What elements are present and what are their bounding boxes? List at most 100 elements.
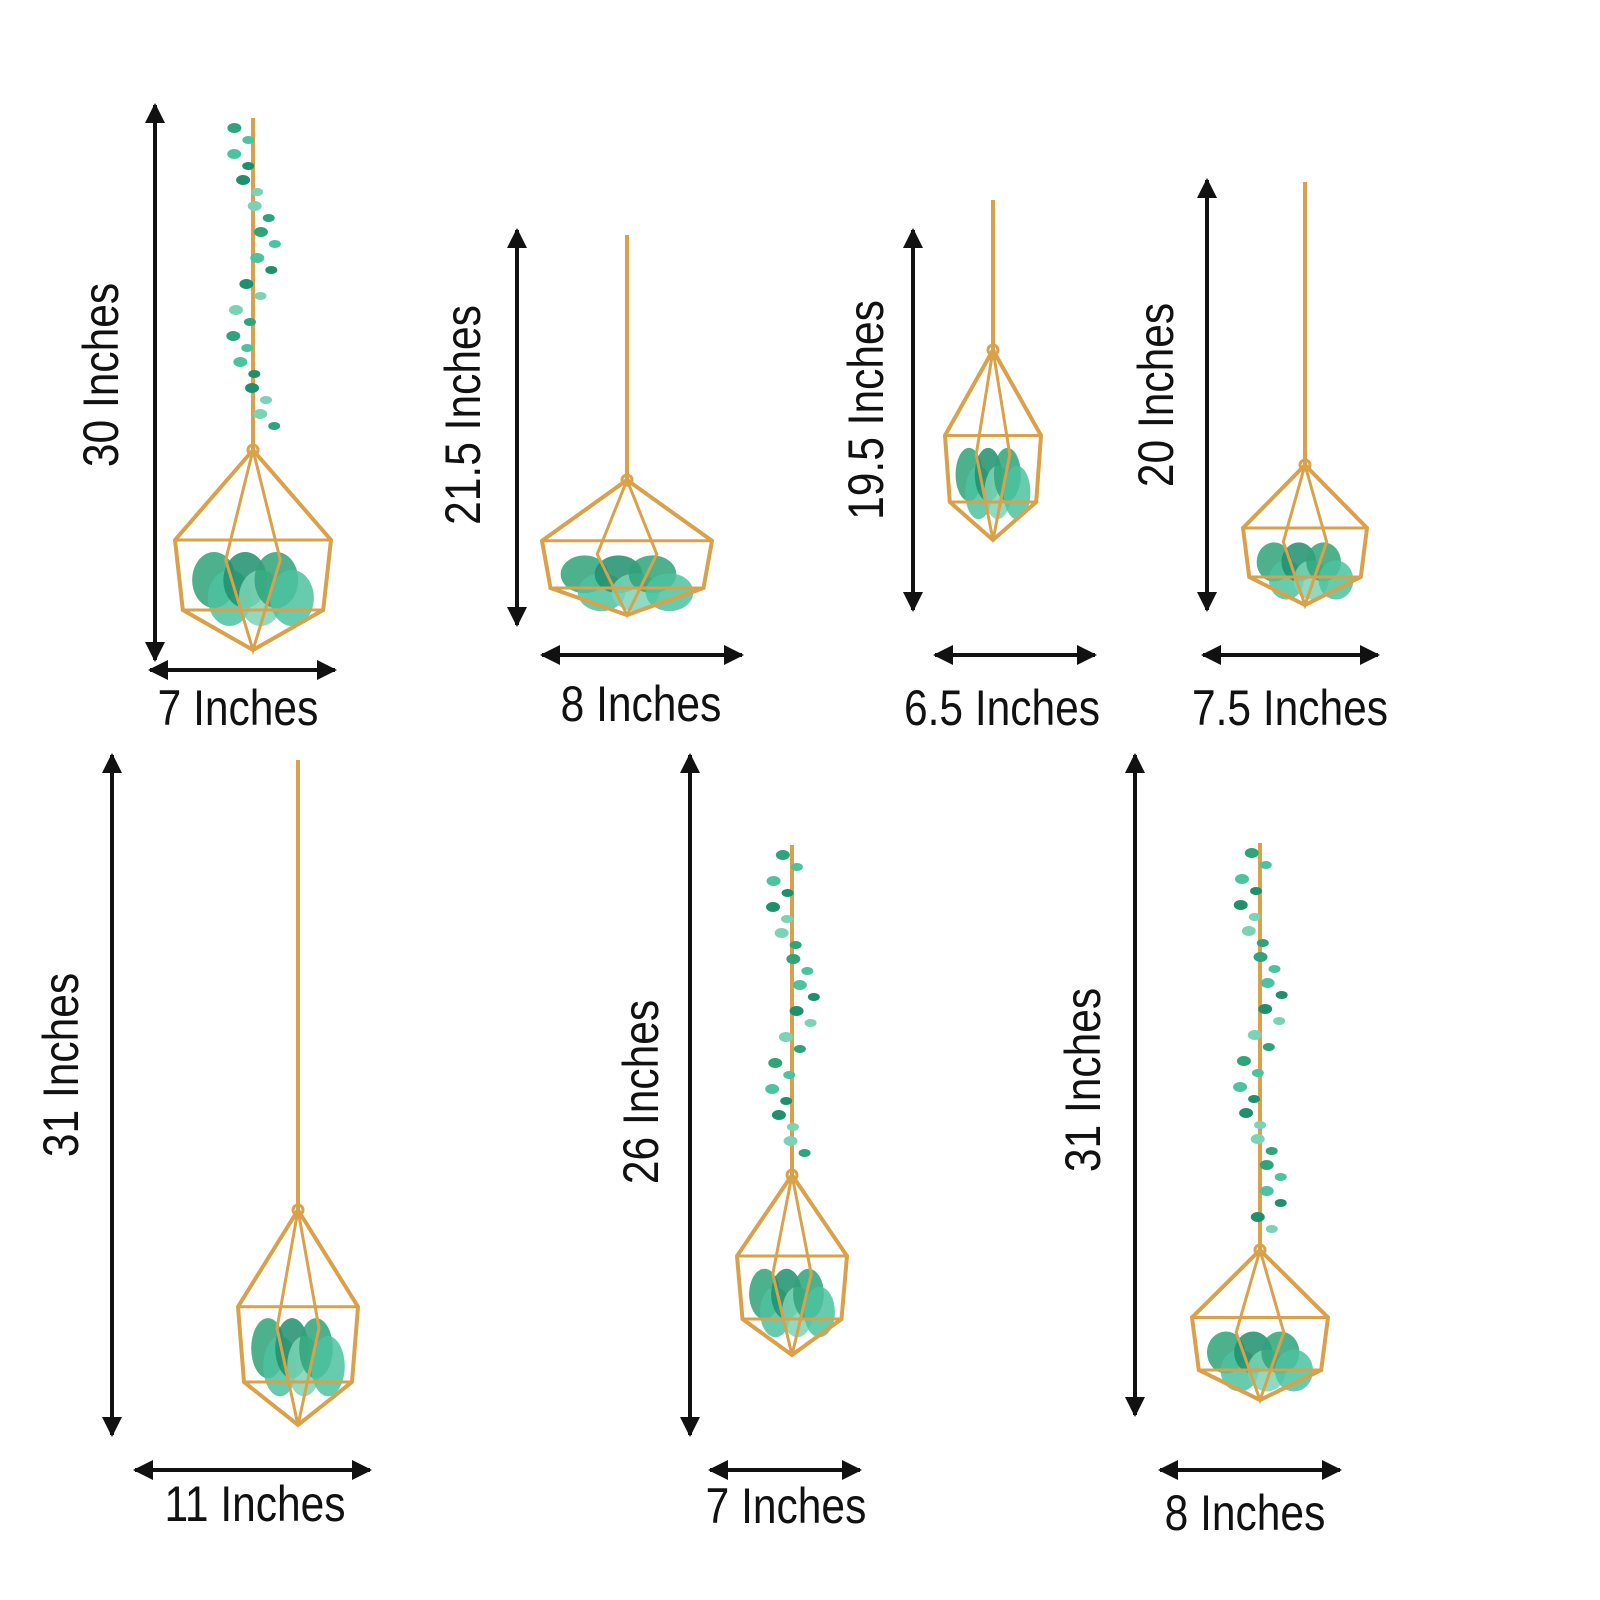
vine-leaf xyxy=(1268,965,1281,973)
terrarium-frame xyxy=(275,1209,321,1426)
height-label: 31 Inches xyxy=(33,973,89,1157)
height-label-group: 31 Inches xyxy=(1055,988,1111,1172)
vine-leaf xyxy=(1233,900,1248,910)
terrarium-item: 26 Inches 7 Inches xyxy=(613,753,867,1534)
vine-leaf xyxy=(1253,952,1268,962)
height-label-group: 30 Inches xyxy=(73,283,129,467)
vine-leaf xyxy=(233,357,248,367)
terrarium-item: 31 Inches 11 Inches xyxy=(33,753,372,1532)
vine-leaf xyxy=(1275,991,1288,999)
terrarium-frame xyxy=(1234,1249,1286,1405)
width-label: 7 Inches xyxy=(706,1478,867,1534)
width-label: 7.5 Inches xyxy=(1192,680,1388,736)
height-label-group: 31 Inches xyxy=(33,973,89,1157)
vine-leaf xyxy=(248,370,261,378)
vine-leaf xyxy=(1247,1030,1262,1040)
vine-leaf xyxy=(801,967,814,975)
width-label-group: 7.5 Inches xyxy=(1192,680,1388,736)
width-label: 8 Inches xyxy=(1165,1485,1326,1541)
vine-leaf xyxy=(227,123,242,133)
hook xyxy=(246,443,260,457)
vine-leaf xyxy=(778,1032,793,1042)
vine-leaf xyxy=(783,1136,798,1146)
succulent xyxy=(1003,465,1031,520)
vine-leaf xyxy=(771,1110,786,1120)
vine-leaf xyxy=(1256,939,1269,947)
hook xyxy=(1253,1243,1267,1257)
width-label: 8 Inches xyxy=(561,676,722,732)
width-label: 7 Inches xyxy=(158,680,319,736)
vine-leaf xyxy=(786,954,801,964)
width-label-group: 8 Inches xyxy=(561,676,722,732)
vine-leaf xyxy=(1274,1173,1287,1181)
vine-leaf xyxy=(781,889,794,897)
vine-leaf xyxy=(1233,1082,1248,1092)
vine-leaf xyxy=(260,396,273,404)
height-label-group: 26 Inches xyxy=(613,1000,669,1184)
vine-leaf xyxy=(783,1071,796,1079)
vine-leaf xyxy=(1265,1225,1278,1233)
height-label: 20 Inches xyxy=(1128,303,1184,487)
hook xyxy=(785,1168,799,1182)
vine-leaf xyxy=(250,253,265,263)
vine-leaf xyxy=(1265,1147,1278,1155)
height-label-group: 19.5 Inches xyxy=(838,300,894,520)
vine-leaf xyxy=(1250,887,1263,895)
terrarium-frame xyxy=(595,479,659,619)
vine-leaf xyxy=(1248,1095,1261,1103)
vine-leaf xyxy=(241,344,254,352)
height-label: 30 Inches xyxy=(73,283,129,467)
terrarium-item: 31 Inches 8 Inches xyxy=(1055,753,1342,1541)
vine-leaf xyxy=(253,227,268,237)
vine-leaf xyxy=(1274,1199,1287,1207)
vine-leaf xyxy=(242,162,255,170)
vine-leaf xyxy=(1273,1017,1286,1025)
vine-leaf xyxy=(1239,1108,1254,1118)
height-label-group: 20 Inches xyxy=(1128,303,1184,487)
vine-leaf xyxy=(1258,1004,1273,1014)
vine-leaf xyxy=(781,915,794,923)
vine-leaf xyxy=(242,136,255,144)
terrarium-frame xyxy=(1281,464,1329,610)
vine-leaf xyxy=(1250,1212,1265,1222)
vine-leaf xyxy=(228,305,243,315)
terrarium-frame xyxy=(771,1174,813,1356)
hook xyxy=(1298,458,1312,472)
width-label-group: 7 Inches xyxy=(158,680,319,736)
width-label-group: 6.5 Inches xyxy=(904,680,1100,736)
vine-leaf xyxy=(1259,1186,1274,1196)
vine-leaf xyxy=(1248,913,1261,921)
vine-leaf xyxy=(766,876,781,886)
vine-leaf xyxy=(253,409,268,419)
vine-leaf xyxy=(1254,1121,1267,1129)
vine-leaf xyxy=(789,941,802,949)
vine-leaf xyxy=(227,149,242,159)
vine-leaf xyxy=(774,928,789,938)
vine-leaf xyxy=(790,863,803,871)
vine-leaf xyxy=(226,331,241,341)
terrarium-frame xyxy=(974,349,1012,541)
terrarium-frame xyxy=(224,449,282,656)
vine-leaf xyxy=(1244,848,1259,858)
height-label: 26 Inches xyxy=(613,1000,669,1184)
vine-leaf xyxy=(1235,874,1250,884)
hook xyxy=(620,473,634,487)
height-label: 31 Inches xyxy=(1055,988,1111,1172)
vine-leaf xyxy=(239,279,254,289)
vine-leaf xyxy=(268,240,281,248)
vine-leaf xyxy=(243,318,256,326)
height-label: 19.5 Inches xyxy=(838,300,894,520)
vine-leaf xyxy=(268,422,281,430)
vine-leaf xyxy=(1260,978,1275,988)
vine-leaf xyxy=(1241,926,1256,936)
vine-leaf xyxy=(792,980,807,990)
vine-leaf xyxy=(786,1123,799,1131)
vine-leaf xyxy=(793,1045,806,1053)
width-label-group: 8 Inches xyxy=(1165,1485,1326,1541)
terrarium-item: 19.5 Inches 6.5 Inches xyxy=(838,200,1100,736)
vine-leaf xyxy=(1259,1160,1274,1170)
height-label: 21.5 Inches xyxy=(435,305,491,525)
vine-leaf xyxy=(1250,1134,1265,1144)
vine-leaf xyxy=(262,214,275,222)
